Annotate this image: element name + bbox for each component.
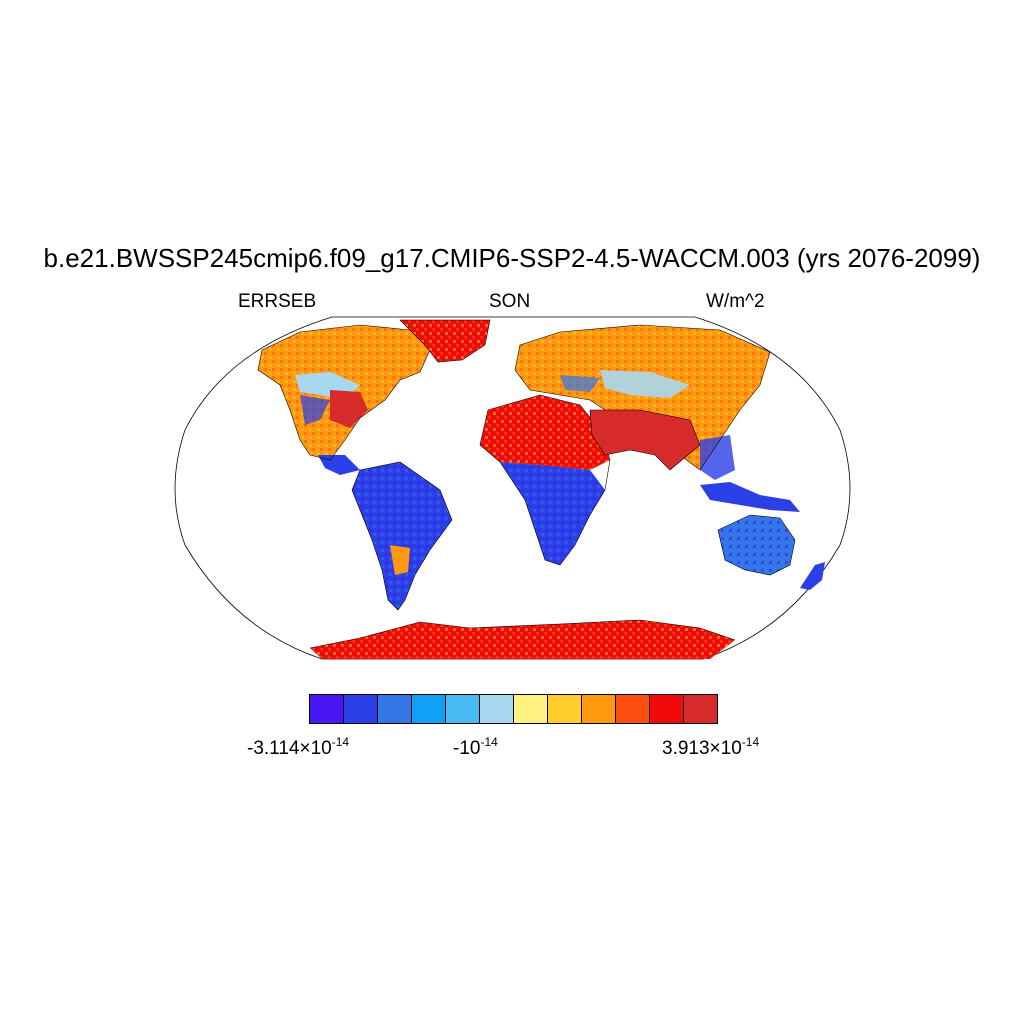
colorbar-swatch-10 [616,695,650,723]
colorbar-swatch-3 [378,695,412,723]
region-africa-north [480,395,610,470]
units-label: W/m^2 [706,291,765,312]
colorbar-swatch-7 [514,695,548,723]
colorbar-mid-label: -10-14 [453,735,498,759]
region-antarctica [309,619,736,659]
colorbar-swatch-11 [650,695,684,723]
region-new-zealand [800,562,825,590]
colorbar-swatch-4 [412,695,446,723]
region-north-america [257,324,431,475]
colorbar-min-label: -3.114×10-14 [247,735,350,759]
colorbar-max-label: 3.913×10-14 [662,735,760,759]
variable-label: ERRSEB [238,291,317,312]
region-eurasia [514,324,771,480]
colorbar-swatch-8 [548,695,582,723]
colorbar-swatch-6 [480,695,514,723]
colorbar-swatch-9 [582,695,616,723]
colorbar-swatch-12 [684,695,717,723]
region-arabia-india [589,409,701,471]
region-southeast-asia [700,482,800,512]
region-greenland [399,319,491,363]
colorbar-swatch-2 [344,695,378,723]
region-south-america [351,461,453,611]
region-africa-south [479,394,611,566]
region-australia [717,514,796,576]
colorbar [309,694,718,724]
season-label: SON [489,291,531,312]
colorbar-swatch-5 [446,695,480,723]
colorbar-swatch-1 [310,695,344,723]
map-title: b.e21.BWSSP245cmip6.f09_g17.CMIP6-SSP2-4… [43,243,981,273]
